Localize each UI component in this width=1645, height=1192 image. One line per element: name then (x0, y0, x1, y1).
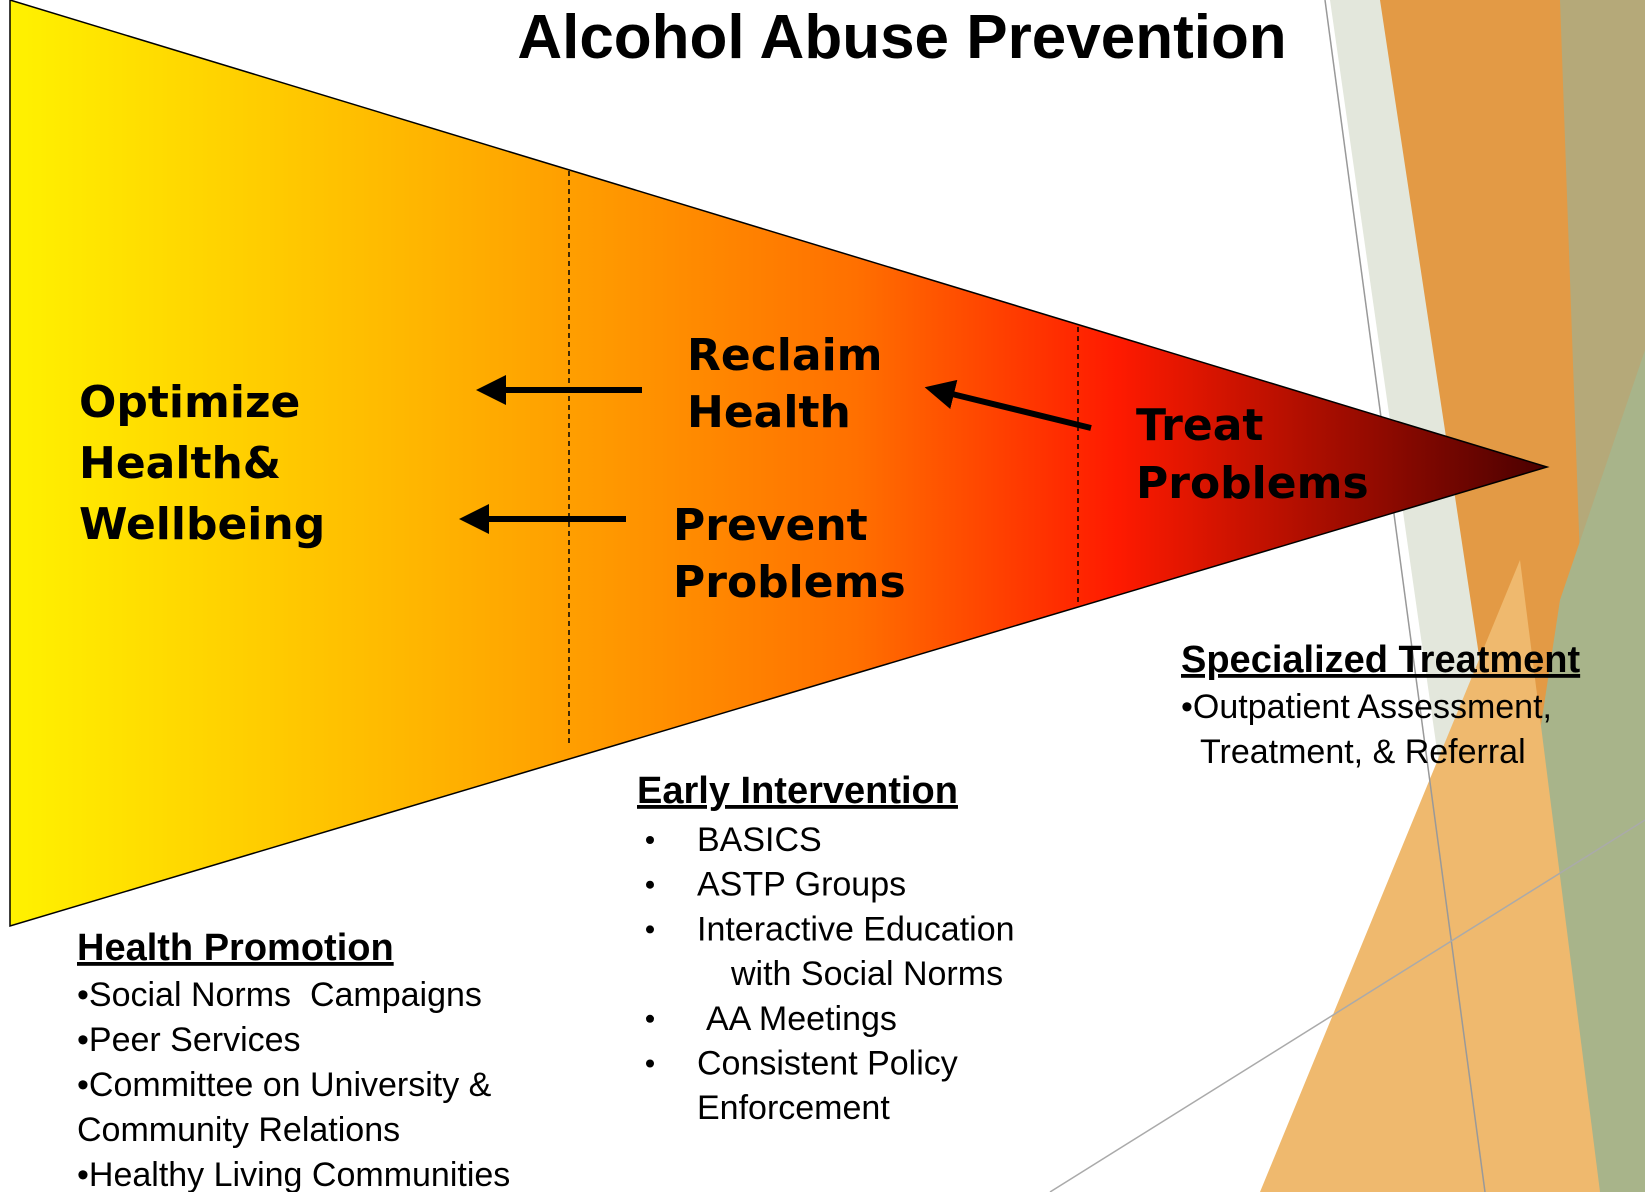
bullet (646, 1014, 654, 1023)
decoration (1049, 0, 1645, 1192)
heading: Health Promotion (77, 927, 394, 969)
funnel-label: Reclaim (687, 330, 883, 381)
list-item: Treatment, & Referral (1200, 733, 1526, 771)
bullet (646, 880, 654, 889)
list-item: •Healthy Living Communities (77, 1156, 510, 1192)
heading: Early Intervention (637, 770, 958, 812)
funnel-label: Wellbeing (79, 499, 325, 550)
list-item: AA Meetings (706, 1000, 897, 1038)
funnel-labels: Optimize Health&Wellbeing Reclaim Health Pre… (79, 330, 1369, 608)
heading: Specialized Treatment (1181, 639, 1580, 681)
list-item: BASICS (697, 821, 822, 859)
funnel-label: Treat (1136, 400, 1263, 451)
list-item: •Social Norms Campaigns (77, 976, 482, 1014)
funnel-label: Health& (79, 438, 281, 489)
title: Alcohol Abuse Prevention (517, 3, 1286, 72)
funnel-label: Problems (673, 557, 906, 608)
funnel (9, 0, 1550, 928)
list-item: ASTP Groups (697, 866, 906, 904)
bullet (646, 836, 654, 844)
list-item: Community Relations (77, 1111, 400, 1149)
list-item: •Committee on University & (77, 1066, 492, 1104)
list-item: •Outpatient Assessment, (1181, 688, 1552, 726)
list-item: with Social Norms (730, 955, 1003, 993)
funnel-label: Health (687, 387, 851, 438)
list-item: Enforcement (697, 1089, 890, 1127)
bullet (646, 1059, 654, 1068)
funnel-label: Problems (1136, 458, 1369, 509)
list-item: Consistent Policy (697, 1045, 958, 1083)
lists: Health Promotion •Social Norms Campaigns •… (77, 639, 1580, 1192)
funnel-label: Prevent (673, 500, 868, 551)
arrow (924, 379, 1092, 431)
list-item: Interactive Education (697, 910, 1015, 948)
list-item: •Peer Services (77, 1021, 301, 1059)
bullet (646, 925, 654, 934)
funnel-label: Optimize (79, 377, 300, 428)
